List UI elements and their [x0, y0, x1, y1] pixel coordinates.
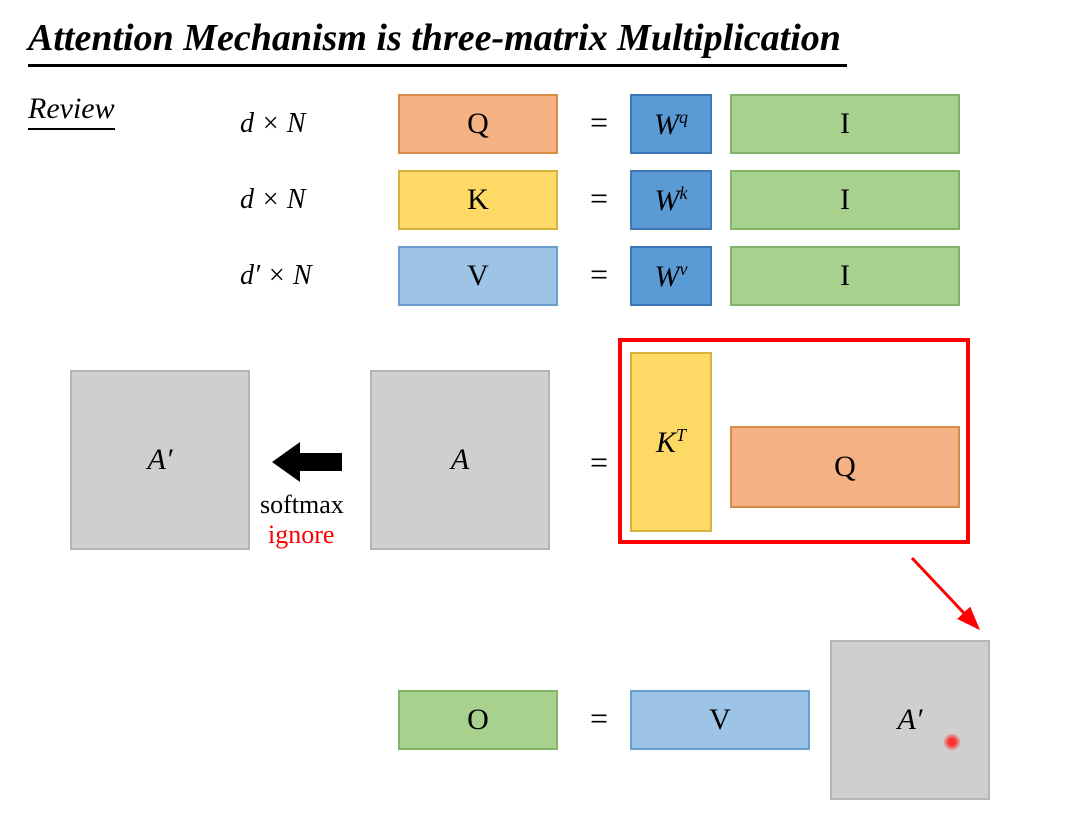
equals-5: =: [590, 700, 608, 737]
matrix-wv: Wv: [630, 246, 712, 306]
matrix-wv-label: Wv: [655, 259, 688, 294]
equals-3: =: [590, 256, 608, 293]
matrix-i-3-label: I: [840, 259, 850, 293]
matrix-i-3: I: [730, 246, 960, 306]
matrix-v-label: V: [467, 259, 489, 293]
matrix-a: A: [370, 370, 550, 550]
matrix-k-label: K: [467, 183, 489, 217]
dim-label-k: d × N: [240, 184, 306, 216]
matrix-wk: Wk: [630, 170, 712, 230]
matrix-wk-label: Wk: [655, 183, 688, 218]
equals-2: =: [590, 180, 608, 217]
matrix-v2: V: [630, 690, 810, 750]
matrix-i-2: I: [730, 170, 960, 230]
matrix-a-prime-2: A′: [830, 640, 990, 800]
softmax-label: softmax: [260, 490, 344, 520]
matrix-q-label: Q: [467, 107, 489, 141]
matrix-a-prime-label: A′: [148, 443, 173, 477]
matrix-a-prime: A′: [70, 370, 250, 550]
subtitle-review: Review: [28, 92, 115, 130]
matrix-a-prime-2-label: A′: [898, 703, 923, 737]
left-arrow-icon: [272, 440, 342, 484]
equals-4: =: [590, 444, 608, 481]
dim-label-v: d′ × N: [240, 260, 312, 292]
slide-title: Attention Mechanism is three-matrix Mult…: [28, 16, 847, 67]
matrix-k: K: [398, 170, 558, 230]
dim-label-q: d × N: [240, 108, 306, 140]
matrix-v2-label: V: [709, 703, 731, 737]
matrix-o: O: [398, 690, 558, 750]
matrix-wq: Wq: [630, 94, 712, 154]
matrix-wq-label: Wq: [654, 107, 688, 142]
matrix-i-2-label: I: [840, 183, 850, 217]
laser-pointer-icon: [944, 734, 960, 750]
red-arrow-icon: [900, 548, 1000, 648]
equals-1: =: [590, 104, 608, 141]
matrix-i-1-label: I: [840, 107, 850, 141]
matrix-o-label: O: [467, 703, 489, 737]
matrix-a-label: A: [451, 443, 469, 477]
matrix-v: V: [398, 246, 558, 306]
red-highlight-box: [618, 338, 970, 544]
matrix-q: Q: [398, 94, 558, 154]
ignore-label: ignore: [268, 520, 334, 550]
matrix-i-1: I: [730, 94, 960, 154]
